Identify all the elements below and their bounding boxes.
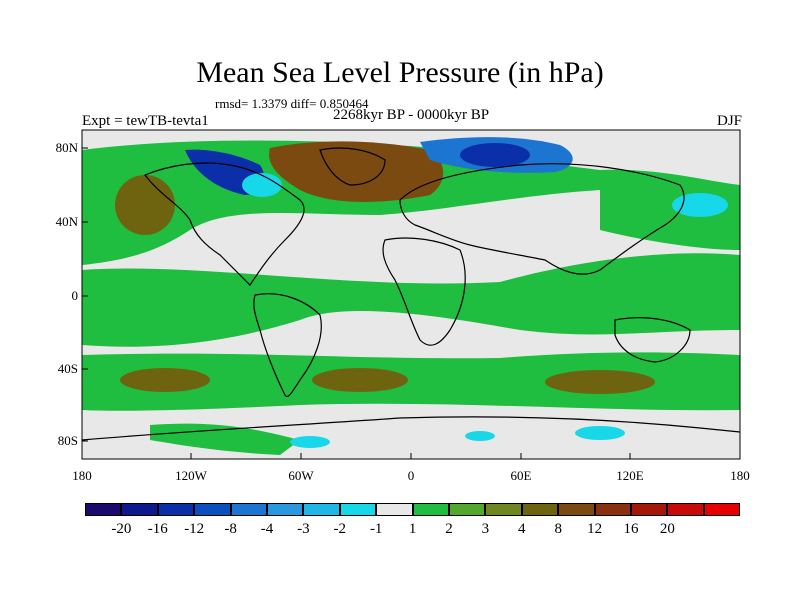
x-tick-label: 60E (510, 468, 532, 483)
colorbar-swatch (667, 503, 704, 516)
season-label: DJF (716, 113, 742, 129)
colorbar-label: 20 (659, 521, 675, 537)
coast-north-america (144, 162, 305, 286)
colorbar-label: 12 (587, 521, 603, 537)
colorbar-swatch (449, 503, 486, 516)
period-label: 2268kyr BP - 0000kyr BP (332, 107, 490, 123)
colorbar-label: 3 (481, 521, 490, 537)
colorbar-label: -8 (224, 521, 237, 537)
y-tick-label: 80S (57, 433, 78, 448)
y-tick-label: 80N (55, 140, 78, 155)
x-tick-label: 120W (175, 468, 207, 483)
colorbar-swatch (558, 503, 595, 516)
field-green-southern-ocean (82, 352, 740, 411)
field-darkblue-siberia (460, 143, 530, 167)
field-cyan-antarctic3 (465, 431, 495, 441)
y-tick-label: 40S (57, 361, 78, 376)
colorbar-swatch (157, 503, 195, 516)
colorbar-label: 4 (518, 521, 526, 537)
colorbar-label: -12 (184, 521, 205, 537)
field-green-npacific (600, 169, 740, 250)
coast-south-america (253, 293, 322, 398)
coast-australia (614, 317, 691, 363)
map-title: Mean Sea Level Pressure (in hPa) (196, 56, 604, 89)
y-tick-label: 0 (71, 288, 79, 303)
map-field (82, 130, 740, 459)
coastlines (82, 147, 740, 441)
field-brown-arctic (269, 141, 444, 202)
colorbar-label: -20 (111, 521, 132, 537)
colorbar-swatch (339, 503, 377, 516)
colorbar-swatch (230, 503, 267, 516)
coast-eurasia (399, 163, 685, 275)
colorbar-label: -4 (260, 521, 274, 537)
x-tick-label: 180 (72, 468, 92, 483)
colorbar-label: -3 (297, 521, 310, 537)
field-olive-spacific (120, 368, 210, 392)
field-olive-satlantic (312, 368, 408, 392)
colorbar-swatch (121, 503, 158, 516)
colorbar-label: -1 (369, 521, 383, 537)
x-tick-label: 60W (288, 468, 314, 483)
y-tick-label: 40N (55, 214, 78, 229)
field-cyan-antarctic1 (290, 436, 330, 448)
coast-greenland (319, 147, 386, 186)
coast-africa (382, 237, 466, 346)
x-tick-label: 0 (407, 468, 415, 483)
colorbar-swatch (85, 503, 122, 516)
colorbar-label: 16 (623, 521, 639, 537)
field-cyan-canada (242, 173, 282, 197)
field-cyan-antarctic2 (575, 426, 625, 440)
colorbar-swatch (631, 503, 668, 516)
colorbar-label: 2 (445, 521, 453, 537)
colorbar-swatch (485, 503, 522, 516)
colorbar-label: 8 (554, 521, 562, 537)
colorbar-swatch (194, 503, 231, 516)
x-tick-label: 120E (616, 468, 644, 483)
experiment-label: Expt = tewTB-tevta1 (82, 113, 209, 129)
colorbar-label: -16 (147, 521, 168, 537)
field-green-tropics (82, 253, 740, 347)
colorbar-swatch (376, 503, 413, 516)
x-tick-label: 180 (730, 468, 750, 483)
colorbar-swatch (594, 503, 631, 516)
colorbar-swatch (703, 503, 741, 516)
field-olive-sindian (545, 370, 655, 394)
colorbar-label: -2 (333, 521, 347, 537)
colorbar-swatch (412, 503, 449, 516)
colorbar-label: 1 (408, 521, 417, 537)
colorbar-swatch (303, 503, 340, 516)
colorbar-swatch (267, 503, 304, 516)
coast-antarctica (82, 416, 740, 441)
rmsd-diff-stats: rmsd= 1.3379 diff= 0.850464 (215, 96, 369, 111)
field-olive-npacific (115, 175, 175, 235)
field-cyan-npacific (672, 193, 728, 217)
tick-marks (81, 147, 741, 459)
colorbar-swatch (521, 503, 559, 516)
